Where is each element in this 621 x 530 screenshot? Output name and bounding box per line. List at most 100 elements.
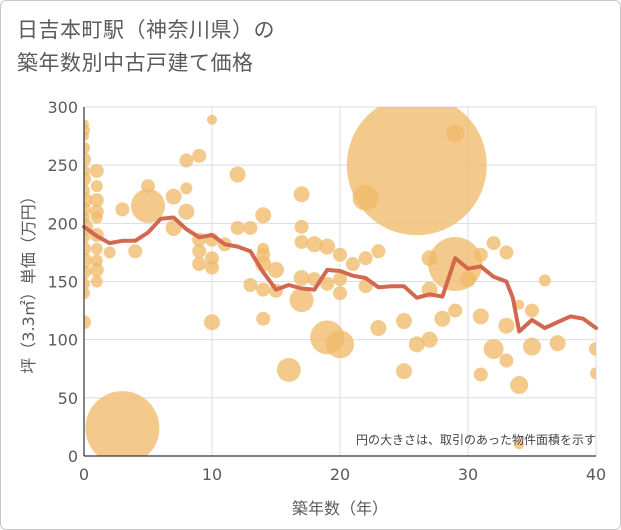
bubble-point bbox=[346, 107, 487, 236]
bubble-point bbox=[333, 286, 347, 301]
chart-title-line2: 築年数別中古戸建て価格 bbox=[17, 51, 254, 75]
bubble-point bbox=[84, 131, 89, 142]
bubble-point bbox=[514, 439, 525, 450]
bubble-point bbox=[460, 271, 476, 288]
bubble-point bbox=[85, 391, 160, 456]
bubble-point bbox=[472, 308, 489, 325]
bubble-point bbox=[446, 124, 465, 143]
bubble-point bbox=[165, 188, 182, 205]
y-tick-label: 150 bbox=[47, 273, 78, 292]
y-tick-label: 100 bbox=[47, 331, 78, 350]
bubble-point bbox=[293, 270, 310, 287]
bubble-point bbox=[90, 275, 103, 288]
chart-title: 日吉本町駅（神奈川県）の 築年数別中古戸建て価格 bbox=[17, 14, 275, 80]
bubble-point bbox=[103, 246, 116, 259]
bubble-point bbox=[84, 265, 91, 280]
trend-series bbox=[82, 215, 598, 334]
y-tick-label: 50 bbox=[58, 389, 78, 408]
bubble-point bbox=[205, 260, 219, 275]
bubble-point bbox=[320, 276, 335, 291]
bubble-point bbox=[178, 203, 195, 220]
bubble-point bbox=[538, 274, 551, 287]
bubble-point bbox=[289, 288, 314, 313]
size-note: 円の大きさは、取引のあった物件面積を示す bbox=[356, 432, 596, 447]
bubble-point bbox=[371, 244, 386, 259]
bubble-point bbox=[294, 219, 309, 234]
bubble-point bbox=[84, 241, 91, 256]
bubble-point bbox=[90, 211, 103, 224]
bubble-point bbox=[448, 303, 463, 318]
bubble-point bbox=[473, 367, 488, 382]
bubble-point bbox=[207, 114, 217, 125]
bubble-point bbox=[499, 353, 514, 368]
bubble-point bbox=[84, 172, 91, 187]
bubble-point bbox=[84, 141, 90, 154]
bubble-point bbox=[294, 234, 309, 249]
bubble-point bbox=[396, 313, 412, 330]
bubble-point bbox=[396, 363, 412, 380]
bubble-point bbox=[306, 236, 323, 253]
bubble-point bbox=[256, 282, 271, 297]
bubble-point bbox=[179, 153, 194, 168]
bubble-point bbox=[165, 219, 182, 236]
bubble-point bbox=[131, 188, 165, 223]
x-tick-label: 30 bbox=[458, 465, 478, 484]
chart-title-line1: 日吉本町駅（神奈川県）の bbox=[17, 18, 275, 42]
y-tick-label: 0 bbox=[68, 447, 78, 466]
bubble-point bbox=[84, 152, 91, 167]
bubble-point bbox=[499, 245, 514, 260]
bubble-point bbox=[192, 148, 207, 163]
bubble-point bbox=[255, 207, 272, 224]
trend-line bbox=[82, 215, 598, 334]
bubble-point bbox=[370, 320, 387, 337]
x-tick-label: 0 bbox=[79, 465, 89, 484]
bubble-point bbox=[319, 238, 336, 255]
bubble-point bbox=[345, 257, 360, 272]
bubble-point bbox=[89, 163, 104, 178]
axes: 0 50 100 150 200 250 300 0 10 20 30 40 bbox=[47, 98, 606, 484]
bubble-point bbox=[514, 299, 525, 310]
bubble-point bbox=[90, 180, 103, 193]
bubble-point bbox=[84, 315, 91, 330]
bubble-point bbox=[276, 357, 301, 382]
bubble-point bbox=[268, 261, 284, 278]
bubble-point bbox=[498, 317, 515, 334]
bubble-point bbox=[192, 257, 207, 272]
bubble-point bbox=[326, 330, 354, 359]
bubble-point bbox=[549, 335, 566, 352]
y-tick-label: 300 bbox=[47, 98, 78, 117]
bubble-point bbox=[84, 277, 90, 290]
bubble-point bbox=[523, 337, 541, 356]
bubble-point bbox=[256, 311, 271, 326]
bubble-point bbox=[486, 236, 501, 251]
bubble-point bbox=[243, 220, 258, 235]
bubble-point bbox=[90, 242, 103, 255]
bubble-point bbox=[421, 331, 438, 348]
x-axis-label: 築年数（年） bbox=[292, 499, 388, 518]
x-tick-label: 40 bbox=[586, 465, 606, 484]
bubble-point bbox=[84, 287, 90, 300]
y-axis-label: 坪（3.3㎡）単価（万円） bbox=[19, 188, 38, 373]
bubble-point bbox=[408, 336, 425, 353]
bubble-point bbox=[115, 202, 130, 217]
bubble-point bbox=[510, 376, 529, 395]
bubble-point bbox=[128, 244, 143, 259]
bubble-point bbox=[89, 193, 104, 208]
bubble-point bbox=[590, 367, 596, 380]
x-tick-label: 10 bbox=[202, 465, 222, 484]
bubble-point bbox=[483, 338, 504, 359]
bubble-point bbox=[84, 252, 92, 269]
y-tick-label: 250 bbox=[47, 156, 78, 175]
bubble-point bbox=[293, 186, 310, 203]
bubble-point bbox=[89, 262, 104, 277]
bubble-point bbox=[229, 166, 246, 183]
bubble-point bbox=[204, 314, 220, 331]
bubble-point bbox=[230, 220, 245, 235]
bubble-point bbox=[192, 244, 207, 259]
bubble-series bbox=[84, 107, 596, 456]
bubble-point bbox=[333, 272, 347, 287]
x-tick-label: 20 bbox=[330, 465, 350, 484]
bubble-point bbox=[358, 251, 373, 266]
bubble-point bbox=[434, 310, 451, 327]
